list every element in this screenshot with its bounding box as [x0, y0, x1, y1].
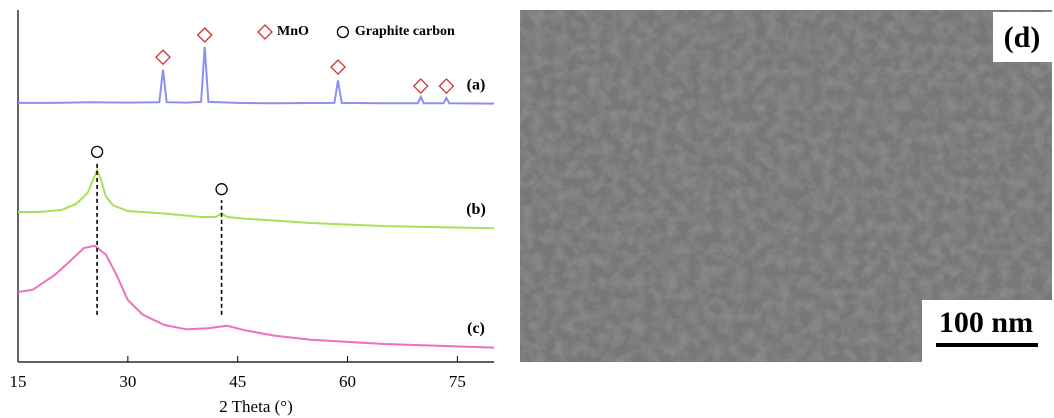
diamond-marker [155, 49, 171, 66]
diamond-marker [438, 78, 455, 94]
scale-bar [936, 343, 1038, 347]
x-tick-label: 30 [119, 372, 136, 391]
diamond-marker [330, 59, 346, 75]
diamond-marker [196, 27, 213, 43]
legend-label: MnO [277, 24, 309, 39]
series-line [18, 46, 495, 105]
circle-marker [215, 183, 228, 196]
series-label: (a) [467, 76, 486, 93]
scale-bar-label: 100 nm [939, 306, 1033, 339]
series-line [18, 167, 495, 230]
circle-marker [90, 145, 104, 159]
x-tick-label: 60 [339, 372, 356, 391]
panel-label: (d) [1004, 21, 1041, 54]
x-tick-label: 15 [10, 372, 27, 391]
circle-marker [336, 25, 350, 39]
series-line [17, 244, 495, 349]
scale-bar-box [922, 300, 1052, 362]
series-label: (c) [467, 320, 485, 337]
diamond-marker [412, 78, 429, 94]
tem-image: (d) 100 nm [520, 10, 1052, 362]
x-tick-label: 75 [449, 372, 466, 391]
series-label: (b) [466, 201, 486, 218]
legend-label: Graphite carbon [355, 24, 455, 39]
panel-label-box [993, 12, 1052, 62]
x-axis-label: 2 Theta (°) [219, 397, 293, 416]
diamond-marker [257, 24, 273, 40]
x-tick-label: 45 [229, 372, 246, 391]
